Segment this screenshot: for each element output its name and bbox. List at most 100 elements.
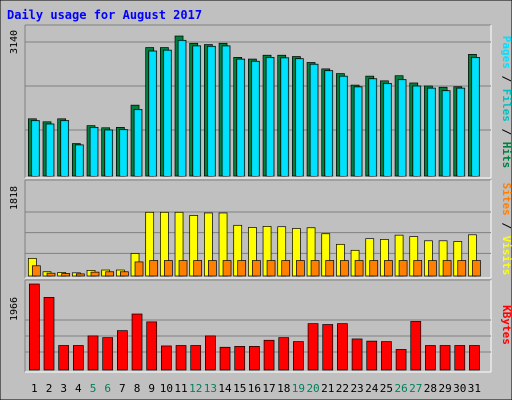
x-tick-label: 21 bbox=[321, 382, 334, 395]
x-tick-label: 1 bbox=[31, 382, 38, 395]
bar-pages bbox=[296, 59, 303, 176]
x-tick-label: 31 bbox=[468, 382, 481, 395]
bar-pages bbox=[267, 58, 274, 177]
bar-sites bbox=[310, 260, 320, 277]
y-max-label: 3140 bbox=[9, 30, 20, 54]
x-tick-label: 25 bbox=[380, 382, 393, 395]
bar-sites bbox=[178, 260, 188, 277]
bar-sites bbox=[369, 260, 379, 277]
bar-sites bbox=[457, 260, 467, 277]
legend-files: Files bbox=[500, 89, 512, 122]
bar-sites bbox=[46, 272, 56, 277]
bar-pages bbox=[472, 58, 479, 177]
bar-pages bbox=[32, 121, 39, 176]
legend-separator: / bbox=[500, 216, 512, 236]
x-tick-label: 9 bbox=[148, 382, 155, 395]
x-tick-label: 8 bbox=[134, 382, 141, 395]
bar-kbytes bbox=[219, 346, 231, 371]
bar-sites bbox=[120, 271, 129, 277]
x-tick-label: 16 bbox=[248, 382, 261, 395]
bar-sites bbox=[442, 260, 452, 277]
bar-sites bbox=[31, 265, 41, 277]
legend-sites: Sites bbox=[500, 183, 512, 216]
bar-sites bbox=[252, 260, 261, 277]
bar-kbytes bbox=[205, 335, 216, 371]
y-max-label: 1818 bbox=[9, 186, 20, 210]
bar-sites bbox=[428, 260, 437, 277]
bar-sites bbox=[237, 260, 247, 277]
bar-pages bbox=[164, 51, 171, 177]
bar-pages bbox=[355, 87, 362, 176]
bar-kbytes bbox=[175, 345, 187, 371]
bar-sites bbox=[413, 260, 423, 277]
bar-kbytes bbox=[43, 297, 55, 371]
bar-pages bbox=[428, 89, 435, 176]
bar-kbytes bbox=[72, 345, 84, 371]
bar-pages bbox=[281, 58, 288, 176]
x-tick-label: 30 bbox=[453, 382, 466, 395]
x-tick-label: 18 bbox=[277, 382, 290, 395]
bar-kbytes bbox=[131, 313, 143, 371]
bar-pages bbox=[120, 130, 127, 176]
legend-pages: Pages bbox=[500, 36, 512, 69]
legend-separator: / bbox=[500, 69, 512, 89]
bar-sites bbox=[134, 261, 144, 277]
bar-sites bbox=[384, 260, 393, 277]
x-tick-label: 10 bbox=[160, 382, 173, 395]
bar-kbytes bbox=[102, 337, 114, 371]
x-tick-label: 17 bbox=[262, 382, 275, 395]
bar-sites bbox=[281, 260, 291, 277]
bar-kbytes bbox=[469, 345, 480, 371]
bar-pages bbox=[135, 110, 142, 176]
bar-kbytes bbox=[351, 338, 363, 371]
x-tick-label: 27 bbox=[409, 382, 422, 395]
bar-sites bbox=[149, 260, 159, 277]
bar-pages bbox=[457, 89, 464, 176]
bar-pages bbox=[76, 145, 83, 176]
bar-pages bbox=[47, 124, 54, 176]
bar-sites bbox=[296, 260, 305, 277]
x-tick-label: 6 bbox=[104, 382, 111, 395]
bar-sites bbox=[398, 260, 408, 277]
bar-sites bbox=[325, 260, 335, 277]
bar-sites bbox=[164, 260, 173, 277]
bar-pages bbox=[179, 41, 186, 176]
x-tick-label: 28 bbox=[424, 382, 437, 395]
bar-kbytes bbox=[293, 341, 304, 371]
x-tick-label: 12 bbox=[189, 382, 202, 395]
bar-kbytes bbox=[337, 323, 348, 371]
bar-sites bbox=[266, 260, 276, 277]
x-tick-label: 24 bbox=[365, 382, 379, 395]
bar-pages bbox=[91, 128, 98, 176]
bar-pages bbox=[61, 121, 68, 176]
bar-kbytes bbox=[454, 345, 466, 371]
bar-sites bbox=[90, 271, 100, 277]
svg-text:Sites / Visits: Sites / Visits bbox=[500, 183, 512, 276]
bar-kbytes bbox=[234, 346, 246, 371]
bar-pages bbox=[399, 80, 406, 176]
bar-pages bbox=[340, 77, 347, 176]
x-tick-label: 4 bbox=[75, 382, 82, 395]
x-axis-labels: 1 2 3 4 5 6 7 8 9 10 11 12 13 14 15 16 17 18 19 20 21 22 23 24 2… bbox=[31, 382, 481, 395]
bar-pages bbox=[208, 47, 215, 176]
bar-sites bbox=[105, 271, 115, 277]
x-tick-label: 2 bbox=[46, 382, 53, 395]
x-tick-label: 22 bbox=[336, 382, 349, 395]
x-tick-label: 13 bbox=[204, 382, 217, 395]
legend-kbytes: KBytes bbox=[500, 305, 512, 345]
bar-kbytes bbox=[366, 340, 378, 371]
x-tick-label: 20 bbox=[306, 382, 319, 395]
bar-sites bbox=[354, 260, 364, 277]
bar-sites bbox=[208, 260, 217, 277]
bar-kbytes bbox=[395, 349, 407, 371]
x-tick-label: 14 bbox=[218, 382, 232, 395]
bar-sites bbox=[340, 260, 349, 277]
bar-sites bbox=[75, 273, 85, 277]
bar-kbytes bbox=[307, 323, 319, 371]
panel-hits-files-pages: 3140 bbox=[9, 24, 492, 179]
bar-kbytes bbox=[278, 337, 290, 371]
bar-kbytes bbox=[322, 324, 334, 371]
bar-sites bbox=[193, 260, 203, 277]
svg-text:Pages / Files / Hits: Pages / Files / Hits bbox=[500, 36, 512, 169]
x-tick-label: 7 bbox=[119, 382, 126, 395]
